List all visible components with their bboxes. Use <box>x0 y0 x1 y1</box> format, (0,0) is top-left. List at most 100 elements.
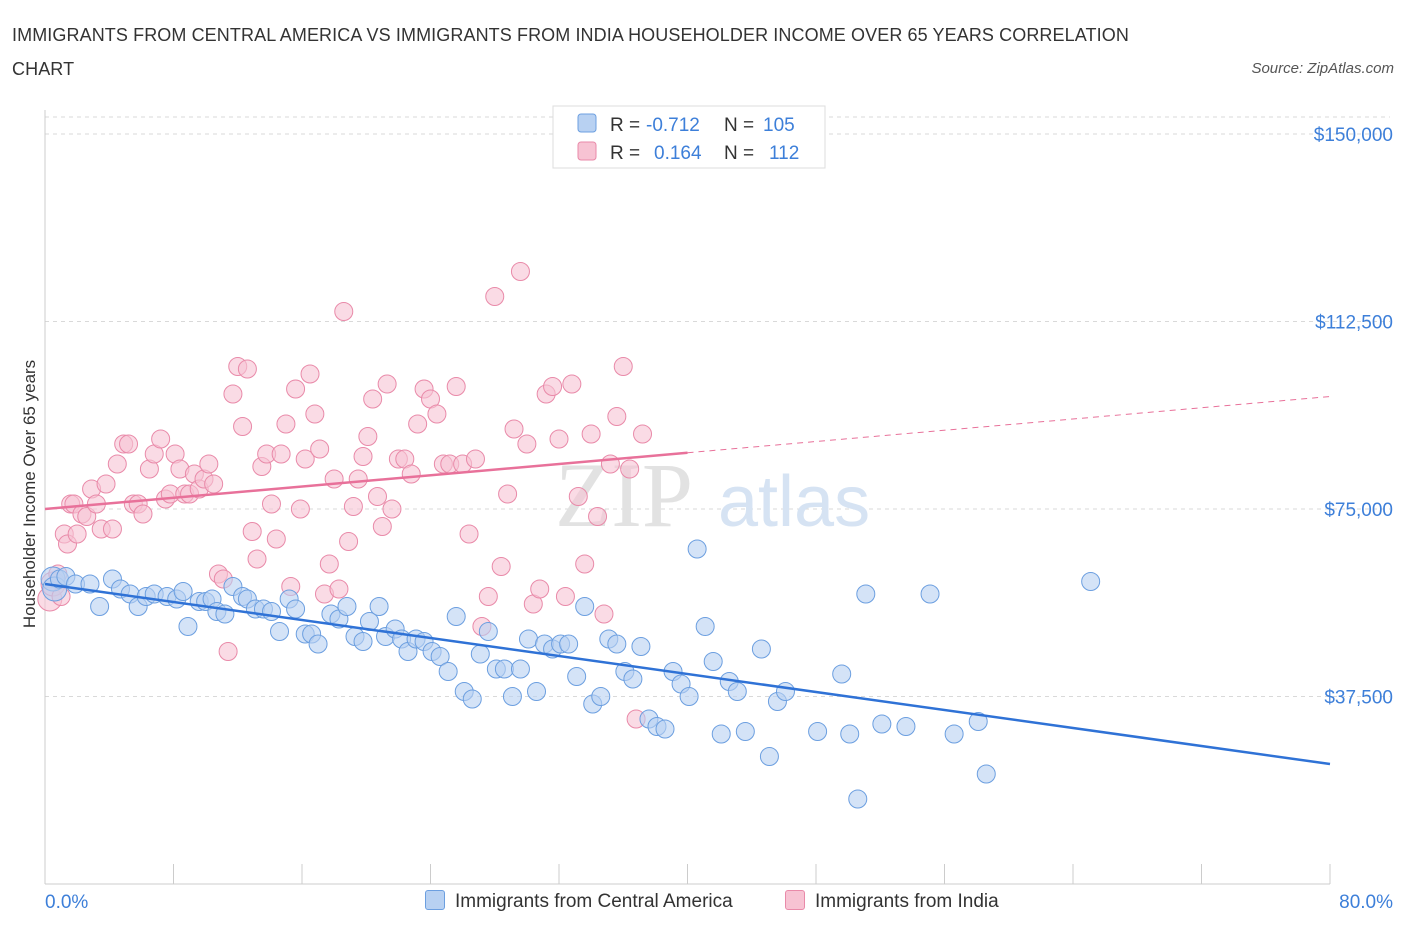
india-point <box>510 262 530 281</box>
central-america-point <box>567 667 587 686</box>
watermark: ZIP atlas <box>555 444 870 546</box>
india-point <box>300 364 320 384</box>
central-america-point <box>623 669 643 689</box>
y-tick-label: $112,500 <box>1315 313 1393 334</box>
central-america-point <box>559 634 579 654</box>
central-america-point <box>607 634 627 654</box>
central-america-points <box>40 539 1101 809</box>
central-america-point <box>735 722 755 741</box>
india-point <box>367 487 387 506</box>
trend-line-india-extension <box>687 396 1331 454</box>
central-america-point <box>759 747 779 766</box>
india-point <box>562 374 582 394</box>
legend-bottom: Immigrants from Central America Immigran… <box>0 886 1406 918</box>
india-point <box>543 377 563 396</box>
central-america-point <box>775 682 795 701</box>
central-america-point <box>270 622 290 641</box>
y-tick-label: $150,000 <box>1314 125 1393 146</box>
legend-label-central-america: Immigrants from Central America <box>455 891 733 912</box>
india-point <box>276 414 296 434</box>
india-point <box>290 499 310 519</box>
india-point <box>305 404 325 424</box>
india-points <box>37 262 653 729</box>
india-point <box>594 604 614 624</box>
india-point <box>242 522 262 541</box>
central-america-point <box>976 764 996 784</box>
central-america-point <box>687 539 707 559</box>
central-america-point <box>337 597 357 616</box>
central-america-point <box>856 584 876 604</box>
central-america-point <box>502 687 522 706</box>
x-tick-label: 0.0% <box>45 892 88 913</box>
india-point <box>465 449 485 469</box>
y-tick-label: $75,000 <box>1324 500 1393 521</box>
central-america-point <box>840 724 860 744</box>
india-point <box>613 357 633 376</box>
central-america-point <box>872 714 892 734</box>
central-america-point <box>711 724 731 744</box>
central-america-point <box>308 634 328 654</box>
india-point <box>343 497 363 516</box>
india-point <box>67 524 87 544</box>
axes <box>44 110 1331 885</box>
watermark-atlas: atlas <box>718 462 870 542</box>
india-point <box>427 404 447 424</box>
central-america-point <box>832 664 852 684</box>
trend-lines <box>44 396 1331 766</box>
india-point <box>555 587 575 606</box>
india-point <box>233 417 253 436</box>
india-point <box>478 587 498 606</box>
trend-line-central-america <box>44 582 1331 766</box>
india-point <box>575 554 595 574</box>
legend-top: R = -0.712 N = 105 R = 0.164 N = 112 <box>552 105 826 169</box>
legend-item-india: Immigrants from India <box>785 890 999 913</box>
central-america-point <box>848 789 868 809</box>
india-point <box>348 469 368 489</box>
legend-swatch-central-america <box>425 890 445 910</box>
legend-n-value: 105 <box>763 115 795 136</box>
legend-r-label: R = <box>610 115 640 136</box>
india-point <box>107 454 127 474</box>
india-point <box>408 414 428 434</box>
india-point <box>372 517 392 536</box>
trend-line-india <box>44 451 688 511</box>
central-america-point <box>944 724 964 744</box>
india-point <box>446 377 466 396</box>
legend-r-value: 0.164 <box>654 143 702 164</box>
central-america-point <box>920 584 940 604</box>
central-america-point <box>90 597 110 616</box>
central-america-point <box>462 689 482 709</box>
india-point <box>607 407 627 426</box>
central-america-point <box>896 717 916 736</box>
india-point <box>588 507 608 526</box>
central-america-point <box>968 712 988 731</box>
central-america-point <box>510 659 530 679</box>
central-america-point <box>446 607 466 626</box>
india-point <box>549 429 569 449</box>
india-point <box>310 439 330 459</box>
legend-swatch-india <box>577 141 597 161</box>
india-point <box>237 359 257 379</box>
source-label: Source: ZipAtlas.com <box>1251 60 1394 77</box>
central-america-point <box>369 597 389 616</box>
india-point <box>334 302 354 321</box>
x-tick-label: 80.0% <box>1339 892 1393 913</box>
india-point <box>581 424 601 444</box>
central-america-point <box>478 622 498 641</box>
india-point <box>530 579 550 599</box>
central-america-point <box>751 639 771 659</box>
central-america-point <box>727 682 747 701</box>
legend-swatch-india <box>785 890 805 910</box>
india-point <box>363 389 383 409</box>
central-america-point <box>591 687 611 706</box>
chart-title: IMMIGRANTS FROM CENTRAL AMERICA VS IMMIG… <box>12 25 1129 79</box>
india-point <box>133 504 153 524</box>
india-point <box>401 464 421 484</box>
central-america-point <box>679 687 699 706</box>
india-point <box>247 549 267 569</box>
india-point <box>223 384 243 404</box>
india-point <box>498 484 518 504</box>
india-point <box>286 379 306 399</box>
central-america-point <box>438 662 458 681</box>
legend-n-label: N = <box>724 115 754 136</box>
